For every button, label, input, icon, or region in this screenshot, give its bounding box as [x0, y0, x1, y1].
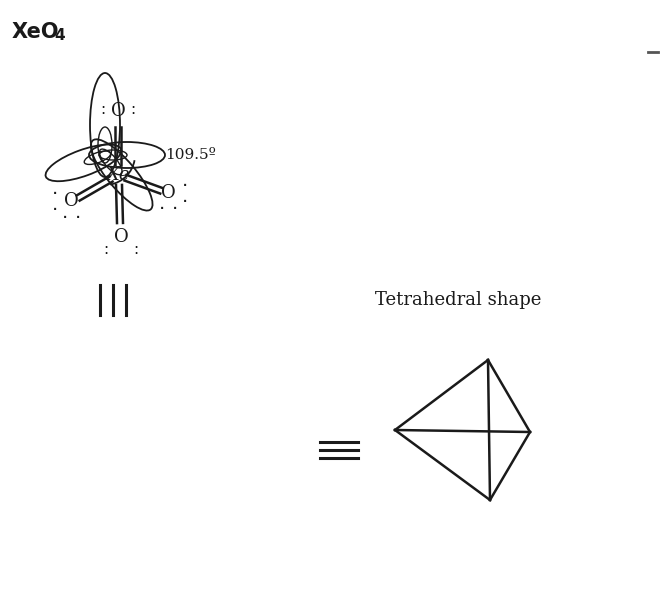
- Text: ·: ·: [75, 208, 81, 227]
- Text: ·: ·: [182, 193, 188, 212]
- Text: ·: ·: [159, 201, 165, 220]
- Text: 4: 4: [54, 28, 65, 43]
- Text: Tetrahedral shape: Tetrahedral shape: [375, 291, 541, 309]
- Text: O: O: [63, 192, 79, 210]
- Text: O: O: [114, 228, 129, 246]
- Text: ·: ·: [62, 208, 68, 227]
- Text: ·: ·: [52, 186, 58, 205]
- Text: :: :: [104, 242, 108, 256]
- Text: ·: ·: [182, 177, 188, 196]
- Text: :: :: [131, 102, 135, 117]
- Text: :: :: [133, 242, 139, 256]
- Text: ·: ·: [52, 202, 58, 221]
- Text: XeO: XeO: [12, 22, 59, 42]
- Text: :: :: [100, 102, 106, 117]
- Text: O: O: [162, 184, 176, 202]
- Text: Xe: Xe: [106, 166, 130, 184]
- Text: ·: ·: [172, 201, 178, 220]
- Text: O: O: [111, 102, 125, 120]
- Text: 109.5º: 109.5º: [165, 148, 216, 162]
